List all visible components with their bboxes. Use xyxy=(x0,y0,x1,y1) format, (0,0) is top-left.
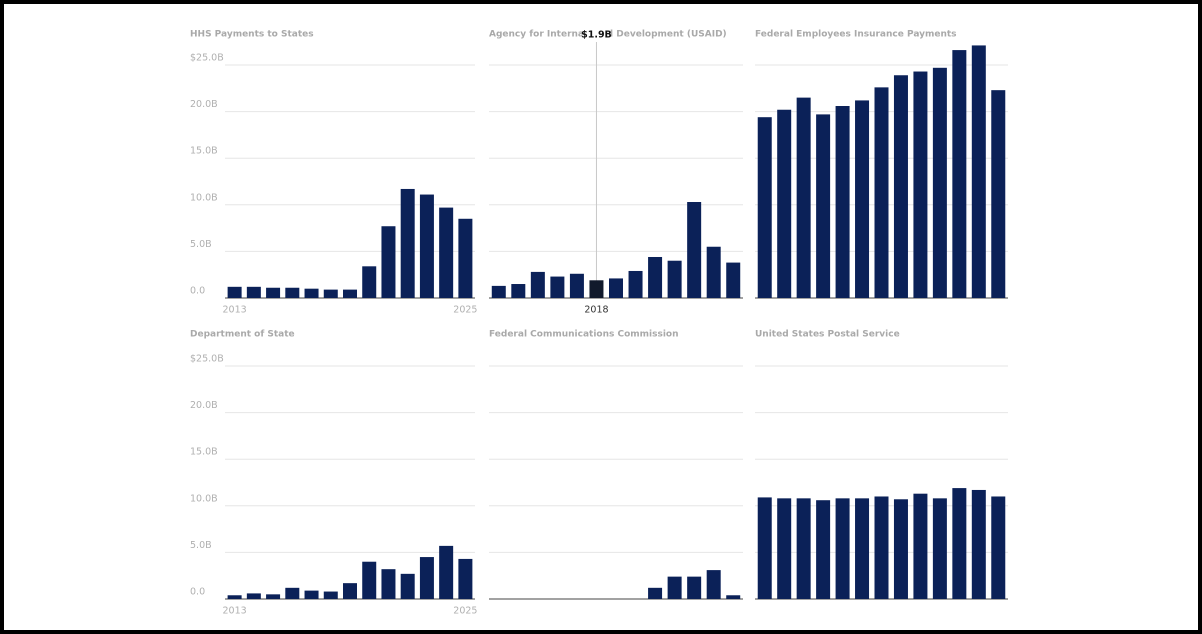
y-tick-label: 0.0 xyxy=(190,286,205,297)
x-tick-label: 2018 xyxy=(584,305,608,316)
bar xyxy=(648,587,663,599)
chart-title: HHS Payments to States xyxy=(190,30,314,40)
bar xyxy=(667,260,682,298)
y-tick-label: 5.0B xyxy=(190,540,212,551)
chart-title: United States Postal Service xyxy=(755,330,900,340)
bar xyxy=(569,273,584,298)
bar xyxy=(913,71,928,298)
bar xyxy=(511,284,526,298)
y-tick-label: 10.0B xyxy=(190,192,218,203)
bar xyxy=(381,569,396,599)
bar xyxy=(323,289,338,298)
y-tick-label: $25.0B xyxy=(190,53,224,64)
bar xyxy=(874,496,889,599)
bar xyxy=(285,287,300,298)
bar xyxy=(971,489,986,599)
bar xyxy=(706,570,721,599)
bar xyxy=(439,207,454,298)
bar xyxy=(777,498,792,599)
bar xyxy=(266,287,281,298)
bar xyxy=(362,266,377,298)
bar xyxy=(530,271,545,298)
bar xyxy=(362,561,377,599)
bar xyxy=(648,256,663,298)
bar xyxy=(757,497,772,599)
bar xyxy=(855,100,870,298)
bar xyxy=(893,499,908,599)
y-tick-label: 15.0B xyxy=(190,447,218,458)
bar xyxy=(777,109,792,299)
tooltip: $1.9B xyxy=(581,30,612,41)
bar xyxy=(419,194,434,298)
bar xyxy=(304,288,319,298)
bar xyxy=(667,576,682,599)
bar xyxy=(400,573,415,599)
bar xyxy=(893,75,908,298)
y-tick-label: $25.0B xyxy=(190,354,224,365)
bar xyxy=(550,276,565,298)
bar xyxy=(246,286,261,298)
bar xyxy=(628,270,643,298)
x-tick-label: 2025 xyxy=(453,305,477,316)
chart-title: Federal Communications Commission xyxy=(489,330,679,340)
bar xyxy=(913,493,928,599)
bar xyxy=(343,583,357,599)
x-tick-label: 2013 xyxy=(223,606,247,617)
bar xyxy=(323,591,338,599)
bar xyxy=(266,594,281,599)
bar xyxy=(227,595,242,599)
bar xyxy=(400,188,415,298)
bar xyxy=(932,498,947,599)
bar xyxy=(419,557,434,599)
bar xyxy=(952,488,967,599)
bar xyxy=(589,280,604,298)
bar xyxy=(285,587,300,599)
bar xyxy=(816,114,831,299)
background xyxy=(4,4,1198,630)
bar xyxy=(932,67,947,299)
bar xyxy=(343,289,357,298)
bar xyxy=(874,87,889,298)
bar xyxy=(835,106,850,299)
chart-title: Federal Employees Insurance Payments xyxy=(755,30,957,40)
bar xyxy=(757,117,772,298)
bar xyxy=(991,90,1006,298)
bar xyxy=(609,278,623,298)
y-tick-label: 15.0B xyxy=(190,146,218,157)
y-tick-label: 20.0B xyxy=(190,99,218,110)
bar xyxy=(855,498,870,599)
bar xyxy=(991,496,1006,599)
y-tick-label: 10.0B xyxy=(190,493,218,504)
bar xyxy=(706,246,721,298)
bar xyxy=(381,226,396,298)
x-tick-label: 2025 xyxy=(453,606,477,617)
bar xyxy=(687,202,702,298)
chart-title: Department of State xyxy=(190,330,295,340)
bar xyxy=(439,545,454,599)
bar xyxy=(491,285,506,298)
bar xyxy=(952,50,967,299)
bar xyxy=(304,590,319,599)
bar xyxy=(816,500,831,599)
bar xyxy=(458,558,473,599)
bar xyxy=(835,498,850,599)
bar xyxy=(458,218,473,298)
x-tick-label: 2013 xyxy=(223,305,247,316)
y-tick-label: 5.0B xyxy=(190,239,212,250)
y-tick-label: 20.0B xyxy=(190,400,218,411)
y-tick-label: 0.0 xyxy=(190,587,205,598)
bar xyxy=(726,262,741,298)
bar xyxy=(726,595,741,599)
bar xyxy=(246,593,261,599)
bar xyxy=(796,498,811,599)
bar xyxy=(796,97,811,299)
tooltip-bg xyxy=(582,27,611,41)
bar xyxy=(971,45,986,298)
bar xyxy=(687,576,702,599)
bar xyxy=(227,286,242,298)
